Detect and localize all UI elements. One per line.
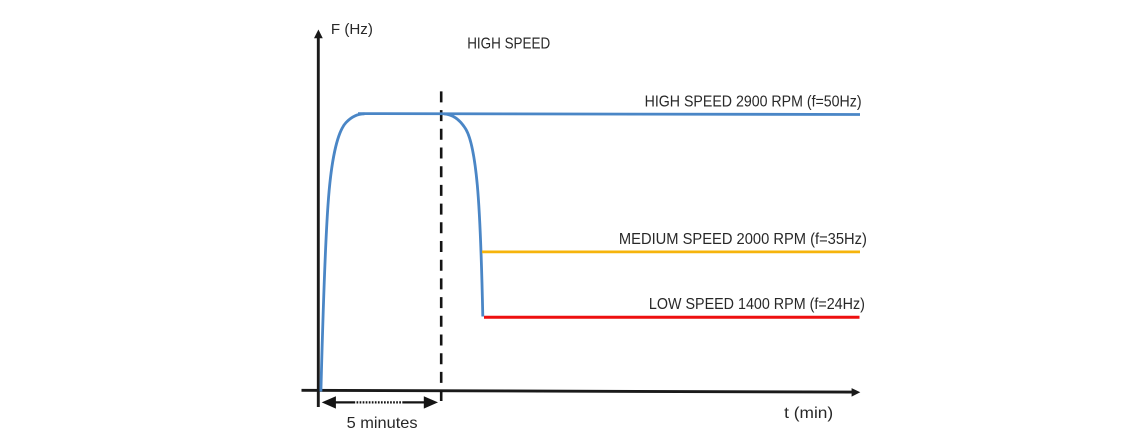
svg-text:F (Hz): F (Hz) — [331, 21, 373, 38]
svg-text:HIGH SPEED: HIGH SPEED — [467, 36, 550, 53]
svg-text:LOW SPEED 1400 RPM (f=24Hz): LOW SPEED 1400 RPM (f=24Hz) — [649, 296, 865, 313]
svg-text:MEDIUM SPEED 2000 RPM (f=35Hz): MEDIUM SPEED 2000 RPM (f=35Hz) — [619, 231, 867, 248]
svg-text:t (min): t (min) — [784, 405, 833, 422]
svg-text:HIGH SPEED 2900 RPM (f=50Hz): HIGH SPEED 2900 RPM (f=50Hz) — [645, 94, 862, 111]
svg-text:5 minutes: 5 minutes — [347, 415, 418, 432]
